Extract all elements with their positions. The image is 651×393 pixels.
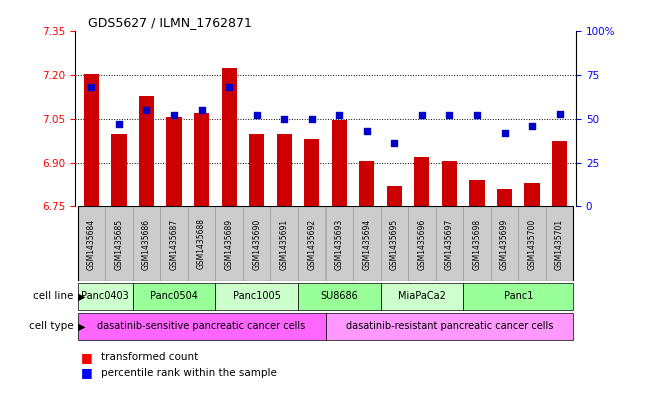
Point [472, 112, 482, 119]
Text: GSM1435692: GSM1435692 [307, 219, 316, 270]
Bar [353, 206, 381, 281]
Bar [298, 206, 326, 281]
Bar [464, 283, 574, 310]
Point [389, 140, 400, 147]
Bar [381, 206, 408, 281]
Text: GSM1435698: GSM1435698 [473, 219, 482, 270]
Text: dasatinib-resistant pancreatic cancer cells: dasatinib-resistant pancreatic cancer ce… [346, 321, 553, 331]
Bar [84, 74, 99, 206]
Bar [436, 206, 464, 281]
Point [279, 116, 290, 122]
Text: ▶: ▶ [78, 321, 86, 331]
Text: GSM1435696: GSM1435696 [417, 219, 426, 270]
Text: transformed count: transformed count [101, 352, 198, 362]
Text: GSM1435694: GSM1435694 [363, 219, 371, 270]
Text: SU8686: SU8686 [320, 292, 358, 301]
Bar [326, 313, 574, 340]
Bar [221, 68, 237, 206]
Point [444, 112, 454, 119]
Point [334, 112, 344, 119]
Text: ▶: ▶ [78, 292, 86, 301]
Text: GDS5627 / ILMN_1762871: GDS5627 / ILMN_1762871 [88, 17, 252, 29]
Point [499, 130, 510, 136]
Text: GSM1435695: GSM1435695 [390, 219, 399, 270]
Text: MiaPaCa2: MiaPaCa2 [398, 292, 446, 301]
Text: dasatinib-sensitive pancreatic cancer cells: dasatinib-sensitive pancreatic cancer ce… [98, 321, 306, 331]
Bar [546, 206, 574, 281]
Bar [133, 206, 160, 281]
Bar [469, 180, 484, 206]
Bar [298, 283, 381, 310]
Text: percentile rank within the sample: percentile rank within the sample [101, 368, 277, 378]
Bar [133, 283, 215, 310]
Point [141, 107, 152, 113]
Bar [194, 113, 209, 206]
Bar [442, 161, 457, 206]
Bar [497, 189, 512, 206]
Bar [105, 206, 133, 281]
Text: GSM1435690: GSM1435690 [252, 219, 261, 270]
Bar [359, 161, 374, 206]
Bar [270, 206, 298, 281]
Point [251, 112, 262, 119]
Text: GSM1435700: GSM1435700 [527, 219, 536, 270]
Bar [525, 183, 540, 206]
Bar [139, 95, 154, 206]
Bar [77, 283, 133, 310]
Bar [277, 134, 292, 206]
Bar [491, 206, 518, 281]
Bar [552, 141, 567, 206]
Text: GSM1435693: GSM1435693 [335, 219, 344, 270]
Bar [187, 206, 215, 281]
Point [114, 121, 124, 127]
Point [307, 116, 317, 122]
Point [361, 128, 372, 134]
Text: GSM1435701: GSM1435701 [555, 219, 564, 270]
Text: Panc1: Panc1 [504, 292, 533, 301]
Bar [160, 206, 187, 281]
Bar [77, 313, 326, 340]
Bar [387, 186, 402, 206]
Bar [464, 206, 491, 281]
Bar [167, 118, 182, 206]
Text: GSM1435685: GSM1435685 [115, 219, 124, 270]
Bar [332, 120, 347, 206]
Bar [326, 206, 353, 281]
Text: cell line: cell line [33, 292, 74, 301]
Bar [249, 134, 264, 206]
Text: GSM1435687: GSM1435687 [169, 219, 178, 270]
Point [224, 84, 234, 90]
Text: ■: ■ [81, 351, 93, 364]
Bar [414, 157, 430, 206]
Bar [111, 134, 126, 206]
Point [197, 107, 207, 113]
Text: GSM1435689: GSM1435689 [225, 219, 234, 270]
Text: GSM1435688: GSM1435688 [197, 219, 206, 270]
Point [527, 123, 537, 129]
Text: ■: ■ [81, 366, 93, 379]
Text: GSM1435686: GSM1435686 [142, 219, 151, 270]
Text: Panc1005: Panc1005 [232, 292, 281, 301]
Text: GSM1435697: GSM1435697 [445, 219, 454, 270]
Bar [215, 283, 298, 310]
Bar [381, 283, 464, 310]
Bar [304, 140, 319, 206]
Text: GSM1435699: GSM1435699 [500, 219, 509, 270]
Text: Panc0403: Panc0403 [81, 292, 129, 301]
Point [169, 112, 179, 119]
Bar [408, 206, 436, 281]
Point [555, 110, 565, 117]
Bar [215, 206, 243, 281]
Text: cell type: cell type [29, 321, 74, 331]
Text: Panc0504: Panc0504 [150, 292, 198, 301]
Bar [243, 206, 270, 281]
Text: GSM1435684: GSM1435684 [87, 219, 96, 270]
Text: GSM1435691: GSM1435691 [280, 219, 288, 270]
Bar [518, 206, 546, 281]
Point [417, 112, 427, 119]
Bar [77, 206, 105, 281]
Point [86, 84, 96, 90]
